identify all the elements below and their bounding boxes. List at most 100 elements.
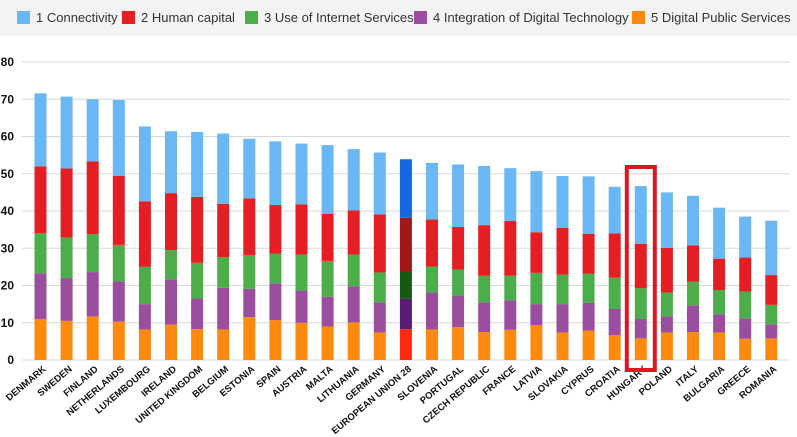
bar-segment	[373, 332, 386, 360]
bar-segment	[60, 168, 73, 238]
bar-segment	[138, 329, 151, 360]
chart-legend: 1 Connectivity 2 Human capital 3 Use of …	[0, 0, 797, 36]
bar-segment	[452, 327, 465, 360]
bar-segment	[765, 304, 778, 325]
bar-segment	[321, 145, 334, 214]
bar-segment	[347, 254, 360, 287]
bar-segment	[269, 283, 282, 321]
bar-segment	[687, 332, 699, 360]
bar-segment	[504, 168, 517, 222]
bar-segment	[582, 330, 595, 360]
bar-segment	[269, 205, 282, 254]
bar-segment	[582, 302, 595, 331]
bar-segment	[765, 275, 778, 305]
bar-segment	[608, 308, 621, 336]
bar-segment	[556, 304, 569, 333]
bar-segment	[60, 320, 73, 360]
bar-segment	[530, 171, 543, 233]
bar-segment	[504, 275, 517, 301]
bar-segment	[165, 324, 177, 360]
bar-segment	[660, 292, 673, 317]
bar-segment	[426, 266, 438, 293]
bar-segment	[34, 273, 47, 320]
bar-segment	[373, 214, 386, 273]
bar-segment	[295, 322, 308, 360]
bar-segment	[765, 338, 778, 360]
y-tick-label: 0	[7, 353, 14, 367]
bar-segment	[478, 275, 491, 303]
bar-segment	[34, 93, 47, 167]
bar-segment	[295, 204, 308, 255]
bar-segment	[452, 227, 465, 270]
bar-segment	[582, 273, 595, 303]
bar-segment	[608, 277, 621, 309]
bar-segment	[295, 254, 308, 291]
y-tick-label: 30	[1, 241, 15, 255]
bar-segment	[478, 302, 491, 333]
bar-segment	[608, 186, 621, 234]
bar-segment	[138, 266, 151, 305]
bar-segment	[530, 304, 543, 325]
bar-segment	[217, 287, 230, 330]
bar-segment	[739, 216, 752, 258]
bar-segment	[452, 295, 465, 328]
bar-segment	[634, 319, 647, 339]
legend-item-public-services: 5 Digital Public Services	[632, 10, 790, 25]
bar-segment	[426, 292, 438, 330]
bar-segment	[295, 290, 308, 323]
bar-segment	[86, 272, 99, 317]
bar-segment	[399, 159, 412, 218]
bar-segment	[60, 278, 73, 321]
bar-segment	[713, 207, 726, 259]
bar-segment	[504, 329, 517, 360]
bar-segment	[347, 322, 360, 360]
bar-segment	[478, 225, 491, 276]
bar-segment	[34, 166, 47, 233]
legend-label: 5 Digital Public Services	[651, 10, 791, 25]
bar-segment	[765, 324, 778, 339]
bar-segment	[634, 243, 647, 289]
bar-segment	[530, 272, 543, 305]
bar-segment	[426, 329, 438, 360]
bar-segment	[191, 132, 204, 197]
legend-swatch	[632, 11, 645, 24]
bar-segment	[556, 332, 569, 360]
bar-segment	[556, 175, 569, 228]
legend-label: 3 Use of Internet Services	[264, 10, 414, 25]
legend-item-connectivity: 1 Connectivity	[17, 10, 118, 25]
highlight-box	[624, 165, 657, 372]
bar-segment	[243, 254, 256, 289]
bar-segment	[556, 227, 569, 275]
bar-segment	[347, 149, 360, 211]
bar-segment	[269, 253, 282, 284]
bar-segment	[739, 318, 752, 339]
legend-label: 1 Connectivity	[36, 10, 118, 25]
y-tick-label: 50	[1, 167, 15, 181]
bar-segment	[86, 161, 99, 235]
bar-segment	[660, 316, 673, 333]
bar-segment	[582, 233, 595, 274]
bar-segment	[217, 203, 230, 258]
bar-segment	[269, 141, 282, 206]
bar-segment	[660, 192, 673, 248]
bar-segment	[112, 175, 125, 245]
bar-segment	[347, 286, 360, 323]
legend-label: 2 Human capital	[141, 10, 235, 25]
bar-segment	[399, 217, 412, 271]
bar-segment	[373, 272, 386, 303]
bar-segment	[138, 126, 151, 202]
bar-segment	[530, 324, 543, 360]
bar-segment	[713, 314, 726, 333]
bar-segment	[478, 165, 491, 226]
bar-segment	[739, 338, 752, 360]
bar-segment	[504, 300, 517, 330]
legend-swatch	[245, 11, 258, 24]
bar-segment	[399, 329, 412, 360]
bar-segment	[269, 320, 282, 360]
bar-segment	[191, 298, 204, 330]
legend-label: 4 Integration of Digital Technology	[433, 10, 629, 25]
legend-swatch	[414, 11, 427, 24]
bar-segment	[765, 220, 778, 276]
bar-segment	[608, 335, 621, 360]
